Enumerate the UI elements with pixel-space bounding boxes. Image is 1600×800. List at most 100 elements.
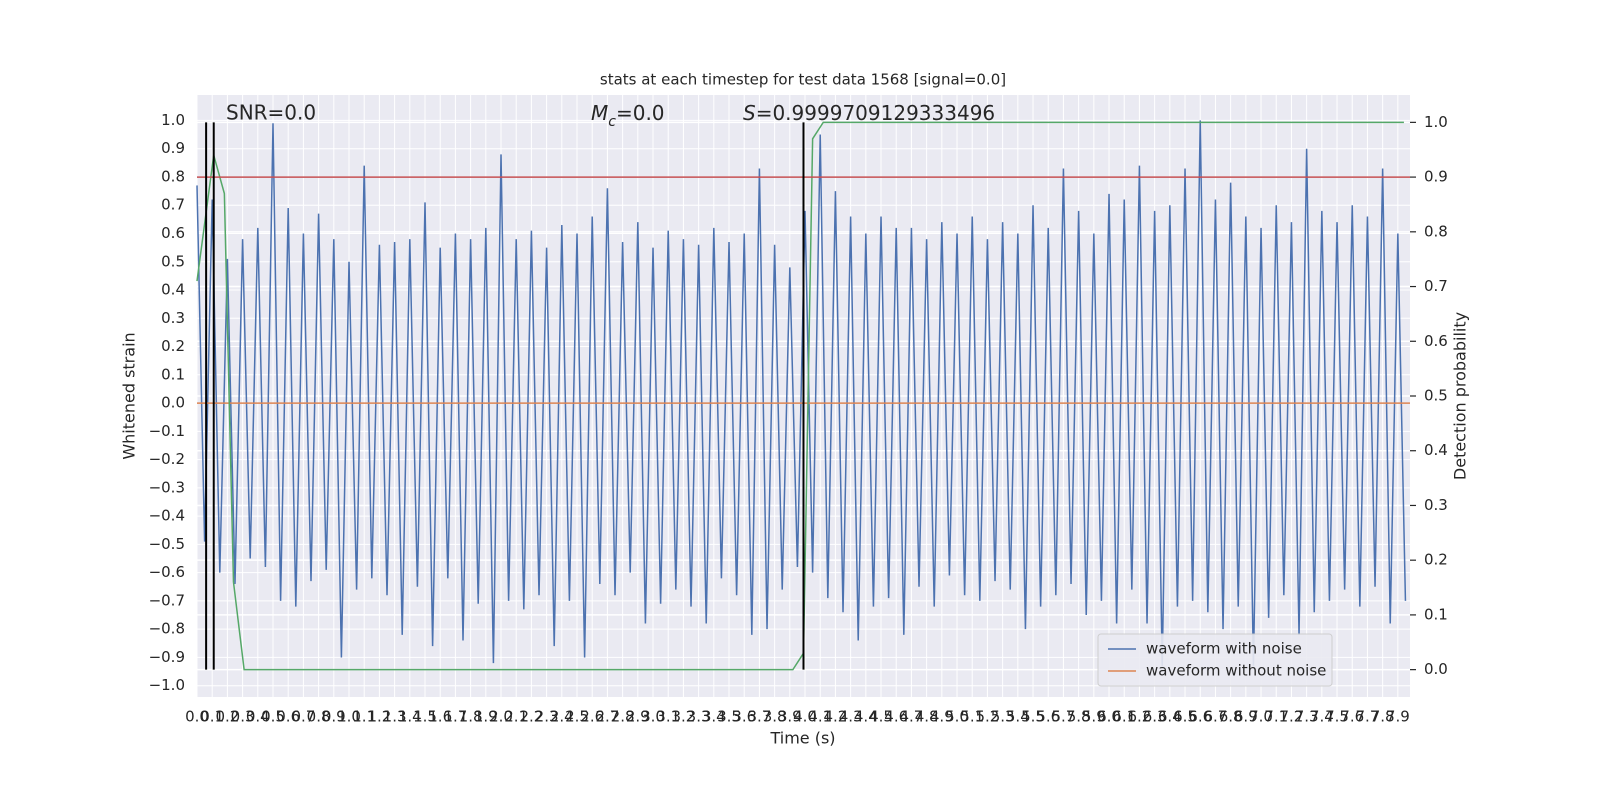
- y-tick-label: −0.9: [149, 648, 185, 666]
- x-tick-label: 5.5: [1021, 708, 1045, 726]
- chart-title: stats at each timestep for test data 156…: [600, 71, 1006, 89]
- x-tick-label: 2.9: [626, 708, 650, 726]
- x-tick-label: 3.9: [778, 708, 802, 726]
- annotation-subscript: c: [608, 114, 616, 130]
- y-tick-label: 0.8: [161, 167, 185, 185]
- x-tick-label: 7.0: [1249, 708, 1273, 726]
- y2-tick-label: 0.0: [1424, 660, 1448, 678]
- x-tick-label: 1.9: [474, 708, 498, 726]
- x-tick-label: 4.1: [808, 708, 832, 726]
- x-tick-label: 3.8: [763, 708, 787, 726]
- x-tick-label: 1.1: [352, 708, 376, 726]
- x-tick-label: 0.7: [291, 708, 315, 726]
- y-tick-label: −0.7: [149, 591, 185, 609]
- x-tick-label: 5.2: [975, 708, 999, 726]
- x-tick-label: 4.0: [793, 708, 817, 726]
- annotation-symbol: M: [591, 101, 608, 125]
- x-tick-label: 4.6: [884, 708, 908, 726]
- x-tick-label: 5.9: [1082, 708, 1106, 726]
- y2-tick-label: 0.5: [1424, 387, 1448, 405]
- x-tick-label: 0.5: [261, 708, 285, 726]
- x-tick-label: 5.1: [960, 708, 984, 726]
- annotation: S=0.9999709129333496: [743, 101, 995, 125]
- x-tick-label: 7.3: [1295, 708, 1319, 726]
- y-tick-label: 0.1: [161, 365, 185, 383]
- x-tick-label: 5.8: [1067, 708, 1091, 726]
- x-tick-label: 0.9: [322, 708, 346, 726]
- x-tick-label: 3.1: [656, 708, 680, 726]
- y2-tick-label: 0.9: [1424, 168, 1448, 186]
- x-tick-label: 2.1: [504, 708, 528, 726]
- annotation: SNR=0.0: [226, 101, 316, 125]
- x-tick-label: 7.5: [1325, 708, 1349, 726]
- x-tick-label: 1.0: [337, 708, 361, 726]
- y-tick-label: 0.7: [161, 196, 185, 214]
- x-tick-label: 7.6: [1340, 708, 1364, 726]
- x-tick-label: 6.4: [1158, 708, 1182, 726]
- y2-tick-label: 0.3: [1424, 496, 1448, 514]
- x-tick-label: 6.2: [1128, 708, 1152, 726]
- x-tick-label: 6.5: [1173, 708, 1197, 726]
- x-tick-label: 4.3: [839, 708, 863, 726]
- y-tick-label: −0.4: [149, 507, 185, 525]
- y-tick-label: −0.3: [149, 478, 185, 496]
- x-tick-label: 0.2: [215, 708, 239, 726]
- y2-tick-label: 0.8: [1424, 222, 1448, 240]
- x-tick-label: 0.1: [200, 708, 224, 726]
- x-tick-label: 5.6: [1036, 708, 1060, 726]
- x-tick-label: 5.3: [991, 708, 1015, 726]
- x-tick-label: 3.4: [702, 708, 726, 726]
- x-tick-label: 3.2: [671, 708, 695, 726]
- y-tick-label: 0.9: [161, 139, 185, 157]
- x-tick-label: 6.0: [1097, 708, 1121, 726]
- y-tick-label: 0.6: [161, 224, 185, 242]
- x-tick-label: 1.7: [443, 708, 467, 726]
- x-tick-label: 1.8: [459, 708, 483, 726]
- y-tick-label: 0.2: [161, 337, 185, 355]
- x-tick-label: 7.1: [1264, 708, 1288, 726]
- x-tick-label: 2.0: [489, 708, 513, 726]
- x-tick-label: 4.2: [823, 708, 847, 726]
- x-tick-label: 3.7: [747, 708, 771, 726]
- y-tick-label: −0.1: [149, 422, 185, 440]
- x-tick-label: 6.1: [1112, 708, 1136, 726]
- x-tick-label: 7.8: [1371, 708, 1395, 726]
- x-tick-label: 6.7: [1204, 708, 1228, 726]
- annotation-symbol: S: [743, 101, 756, 125]
- x-tick-label: 3.3: [687, 708, 711, 726]
- y2-tick-label: 1.0: [1424, 113, 1448, 131]
- x-tick-label: 2.8: [611, 708, 635, 726]
- x-tick-label: 7.9: [1386, 708, 1410, 726]
- series-line: [196, 120, 1407, 666]
- y-tick-label: −0.8: [149, 620, 185, 638]
- x-tick-label: 0.0: [185, 708, 209, 726]
- y2-tick-label: 0.6: [1424, 332, 1448, 350]
- annotation-text: =0.0: [616, 101, 665, 125]
- x-tick-label: 1.3: [383, 708, 407, 726]
- legend-label: waveform without noise: [1146, 662, 1326, 680]
- x-tick-label: 6.9: [1234, 708, 1258, 726]
- x-tick-label: 2.4: [550, 708, 574, 726]
- x-tick-label: 3.0: [641, 708, 665, 726]
- annotation-text: =0.9999709129333496: [756, 101, 995, 125]
- y-tick-label: 0.5: [161, 252, 185, 270]
- x-tick-label: 5.4: [1006, 708, 1030, 726]
- y-tick-label: 0.3: [161, 309, 185, 327]
- legend-box: [1097, 633, 1333, 687]
- x-tick-label: 7.4: [1310, 708, 1334, 726]
- y-tick-label: 0.4: [161, 281, 185, 299]
- x-tick-label: 6.8: [1219, 708, 1243, 726]
- x-tick-label: 2.2: [519, 708, 543, 726]
- x-tick-label: 4.4: [854, 708, 878, 726]
- y-tick-label: −0.6: [149, 563, 185, 581]
- x-tick-label: 7.2: [1280, 708, 1304, 726]
- x-tick-label: 3.5: [717, 708, 741, 726]
- x-tick-label: 4.8: [915, 708, 939, 726]
- series-line: [196, 121, 1404, 671]
- x-tick-label: 5.0: [945, 708, 969, 726]
- x-tick-label: 1.6: [428, 708, 452, 726]
- x-tick-label: 1.5: [413, 708, 437, 726]
- x-tick-label: 1.4: [398, 708, 422, 726]
- x-tick-label: 3.6: [732, 708, 756, 726]
